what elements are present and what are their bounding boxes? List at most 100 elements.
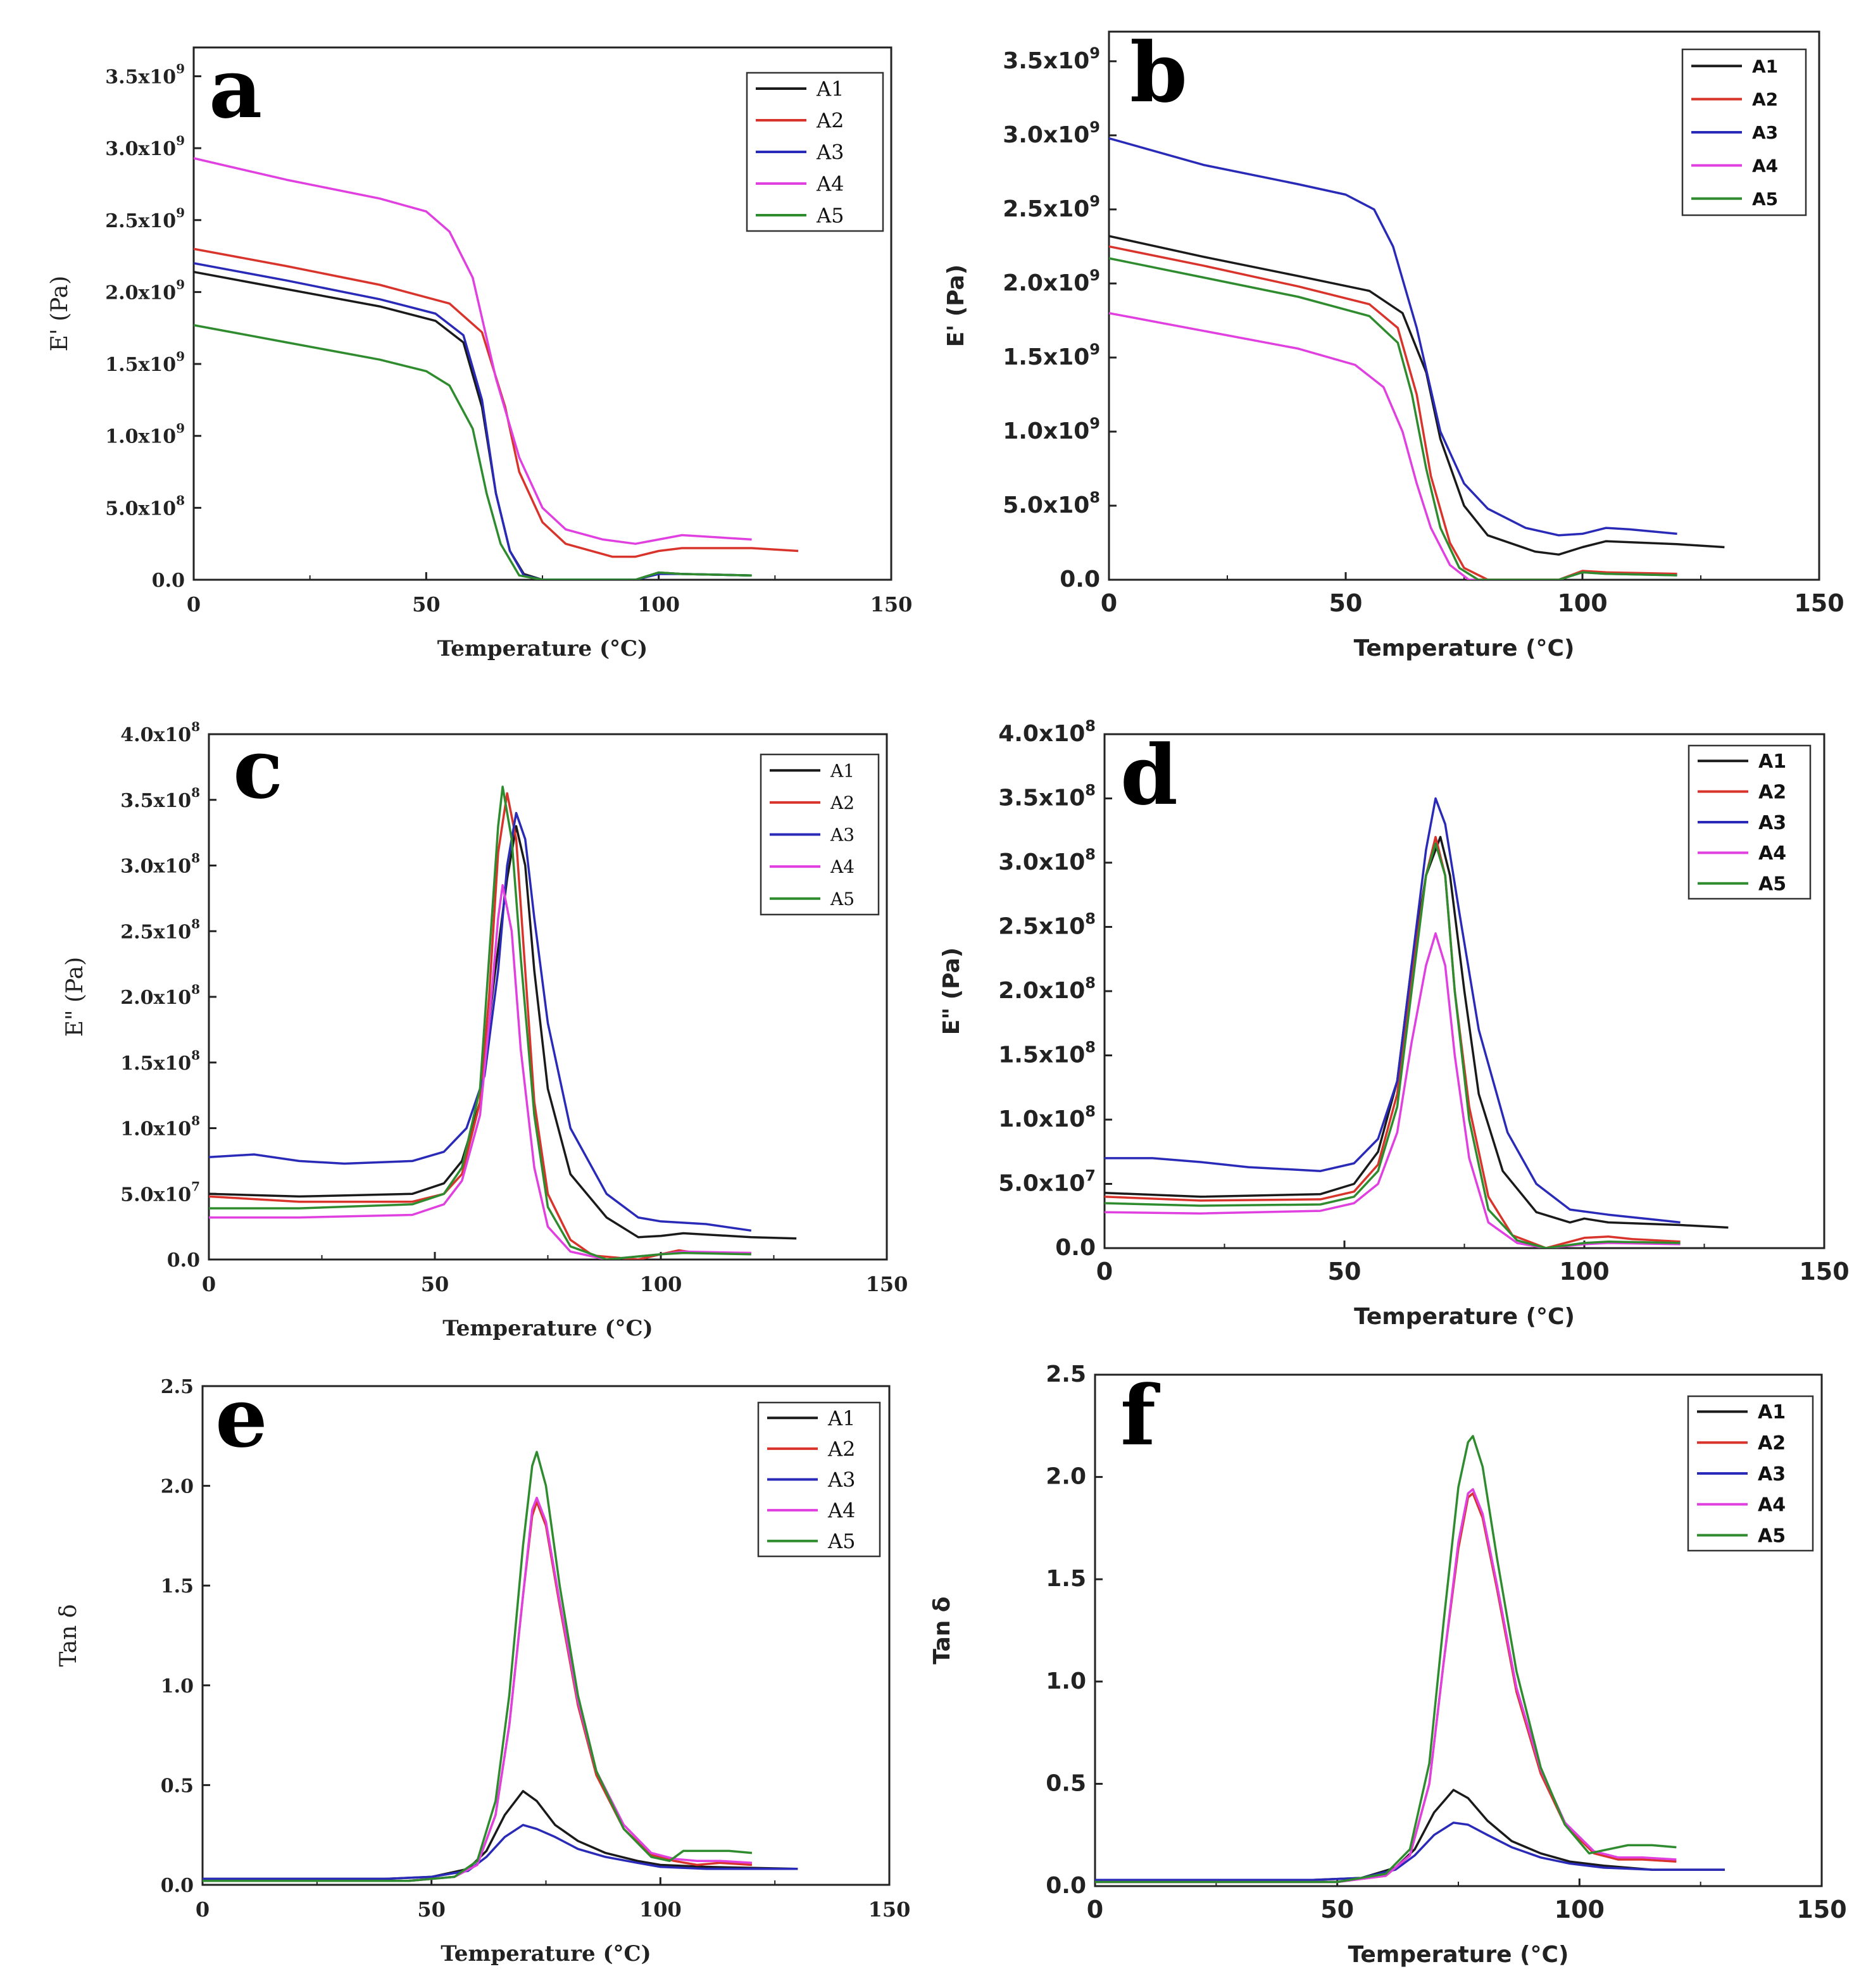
y-tick-label: 1.5 bbox=[1046, 1566, 1086, 1592]
legend-label-A1: A1 bbox=[827, 1406, 855, 1430]
legend-label-A2: A2 bbox=[830, 792, 855, 813]
legend-label-A4: A4 bbox=[1752, 155, 1778, 176]
y-axis-label: Tan δ bbox=[56, 1604, 82, 1667]
legend-label-A4: A4 bbox=[1758, 1494, 1786, 1516]
series-line-A5 bbox=[1105, 842, 1681, 1248]
x-axis-label: Temperature (°C) bbox=[1348, 1942, 1569, 1968]
y-tick-label: 5.0x108 bbox=[1003, 489, 1100, 518]
y-tick-label: 5.0x107 bbox=[998, 1167, 1096, 1197]
series-line-A5 bbox=[209, 785, 751, 1260]
y-tick-label: 2.5 bbox=[161, 1376, 194, 1398]
series-line-A3 bbox=[203, 1823, 798, 1880]
x-tick-label: 50 bbox=[1329, 589, 1363, 617]
y-tick-label: 1.5x108 bbox=[998, 1039, 1096, 1068]
y-axis-label: E' (Pa) bbox=[943, 265, 969, 347]
y-tick-label: 2.0x108 bbox=[998, 974, 1096, 1004]
y-tick-label: 1.0 bbox=[1046, 1668, 1086, 1694]
legend-label-A2: A2 bbox=[1758, 1432, 1786, 1454]
series-line-A4 bbox=[194, 157, 752, 545]
legend-label-A5: A5 bbox=[830, 889, 855, 910]
x-tick-label: 100 bbox=[637, 592, 680, 616]
legend-label-A4: A4 bbox=[816, 172, 844, 196]
legend-label-A5: A5 bbox=[1758, 1525, 1786, 1547]
y-tick-label: 2.5 bbox=[1046, 1361, 1086, 1387]
series-line-A1 bbox=[1095, 1789, 1725, 1882]
series-line-A5 bbox=[1095, 1435, 1677, 1884]
y-tick-label: 0.5 bbox=[161, 1775, 194, 1797]
x-tick-label: 100 bbox=[640, 1272, 682, 1296]
legend-label-A1: A1 bbox=[1752, 56, 1778, 77]
legend-label-A5: A5 bbox=[1758, 873, 1786, 896]
legend-label-A3: A3 bbox=[830, 825, 855, 846]
series-line-A1 bbox=[203, 1790, 798, 1880]
x-axis-label: Temperature (°C) bbox=[437, 636, 648, 661]
series-line-A4 bbox=[1095, 1488, 1677, 1884]
x-tick-label: 0 bbox=[1101, 589, 1117, 617]
panel-letter: f bbox=[1120, 1367, 1160, 1464]
legend: A1 A2 A3 A4 A5 bbox=[1687, 1395, 1814, 1552]
x-tick-label: 50 bbox=[417, 1897, 446, 1922]
y-tick-label: 5.0x107 bbox=[120, 1178, 200, 1206]
legend-label-A5: A5 bbox=[1752, 189, 1778, 209]
x-tick-label: 150 bbox=[866, 1272, 908, 1296]
legend: A1 A2 A3 A4 A5 bbox=[746, 72, 884, 232]
legend: A1 A2 A3 A4 A5 bbox=[760, 753, 880, 916]
series-line-A2 bbox=[203, 1501, 753, 1882]
legend-label-A3: A3 bbox=[816, 141, 844, 165]
series-line-A1 bbox=[209, 825, 797, 1240]
legend-label-A4: A4 bbox=[1758, 842, 1786, 865]
x-tick-label: 0 bbox=[202, 1272, 216, 1296]
y-tick-label: 1.0x109 bbox=[105, 421, 185, 448]
y-tick-label: 3.0x109 bbox=[1003, 118, 1100, 148]
x-axis-label: Temperature (°C) bbox=[442, 1316, 653, 1341]
y-tick-label: 0.0 bbox=[167, 1249, 200, 1272]
x-tick-label: 150 bbox=[870, 592, 913, 616]
legend-label-A3: A3 bbox=[1758, 1463, 1786, 1485]
y-tick-label: 3.5x108 bbox=[998, 782, 1096, 811]
panel-a: 0 50 100 150 0.0 5.0x108 1.0x109 1.5x109 2.0x109… bbox=[47, 40, 912, 661]
y-tick-label: 1.5x109 bbox=[105, 349, 185, 376]
y-tick-label: 2.0 bbox=[161, 1476, 194, 1498]
y-tick-label: 2.5x109 bbox=[105, 205, 185, 232]
y-tick-label: 1.0x108 bbox=[120, 1113, 200, 1141]
y-tick-label: 0.0 bbox=[161, 1875, 194, 1897]
y-tick-label: 3.0x108 bbox=[120, 851, 200, 878]
y-tick-label: 1.0 bbox=[161, 1675, 194, 1697]
x-tick-label: 150 bbox=[1796, 1896, 1846, 1923]
y-tick-label: 0.0 bbox=[152, 570, 185, 592]
legend-label-A1: A1 bbox=[1758, 1401, 1786, 1423]
series-line-A2 bbox=[194, 247, 799, 558]
x-tick-label: 150 bbox=[1799, 1258, 1849, 1285]
panel-letter: d bbox=[1120, 727, 1178, 823]
y-axis-label: E" (Pa) bbox=[62, 957, 88, 1037]
x-tick-label: 0 bbox=[196, 1897, 210, 1922]
y-tick-label: 1.5x109 bbox=[1003, 341, 1100, 370]
x-tick-label: 100 bbox=[639, 1897, 682, 1922]
legend-label-A4: A4 bbox=[827, 1499, 855, 1523]
legend: A1 A2 A3 A4 A5 bbox=[1681, 48, 1807, 216]
panel-f: 0 50 100 150 0.0 0.5 1.0 1.5 2.0 2.5 Temperature (… bbox=[929, 1361, 1847, 1968]
legend-label-A1: A1 bbox=[1758, 751, 1786, 773]
legend-label-A3: A3 bbox=[1758, 812, 1786, 834]
legend-label-A2: A2 bbox=[1752, 89, 1778, 110]
x-tick-label: 100 bbox=[1555, 1896, 1605, 1923]
y-tick-label: 0.0 bbox=[1046, 1873, 1086, 1899]
y-tick-label: 0.5 bbox=[1046, 1770, 1086, 1796]
y-tick-label: 2.0x109 bbox=[105, 277, 185, 304]
panel-letter: e bbox=[215, 1369, 268, 1466]
x-tick-label: 150 bbox=[868, 1897, 911, 1922]
y-axis-label: E' (Pa) bbox=[47, 276, 73, 352]
legend-label-A5: A5 bbox=[827, 1529, 855, 1553]
y-tick-label: 2.5x108 bbox=[120, 916, 200, 943]
series-line-A5 bbox=[1109, 257, 1677, 580]
y-tick-label: 2.0x109 bbox=[1003, 266, 1100, 296]
series-line-A2 bbox=[209, 792, 751, 1260]
x-tick-label: 100 bbox=[1559, 1258, 1609, 1285]
x-axis-label: Temperature (°C) bbox=[1354, 1304, 1575, 1330]
y-tick-label: 1.5 bbox=[161, 1575, 194, 1597]
x-tick-label: 100 bbox=[1557, 589, 1607, 617]
legend-label-A2: A2 bbox=[816, 109, 844, 133]
series-line-A1 bbox=[1105, 835, 1729, 1229]
series-line-A3 bbox=[1105, 797, 1681, 1224]
